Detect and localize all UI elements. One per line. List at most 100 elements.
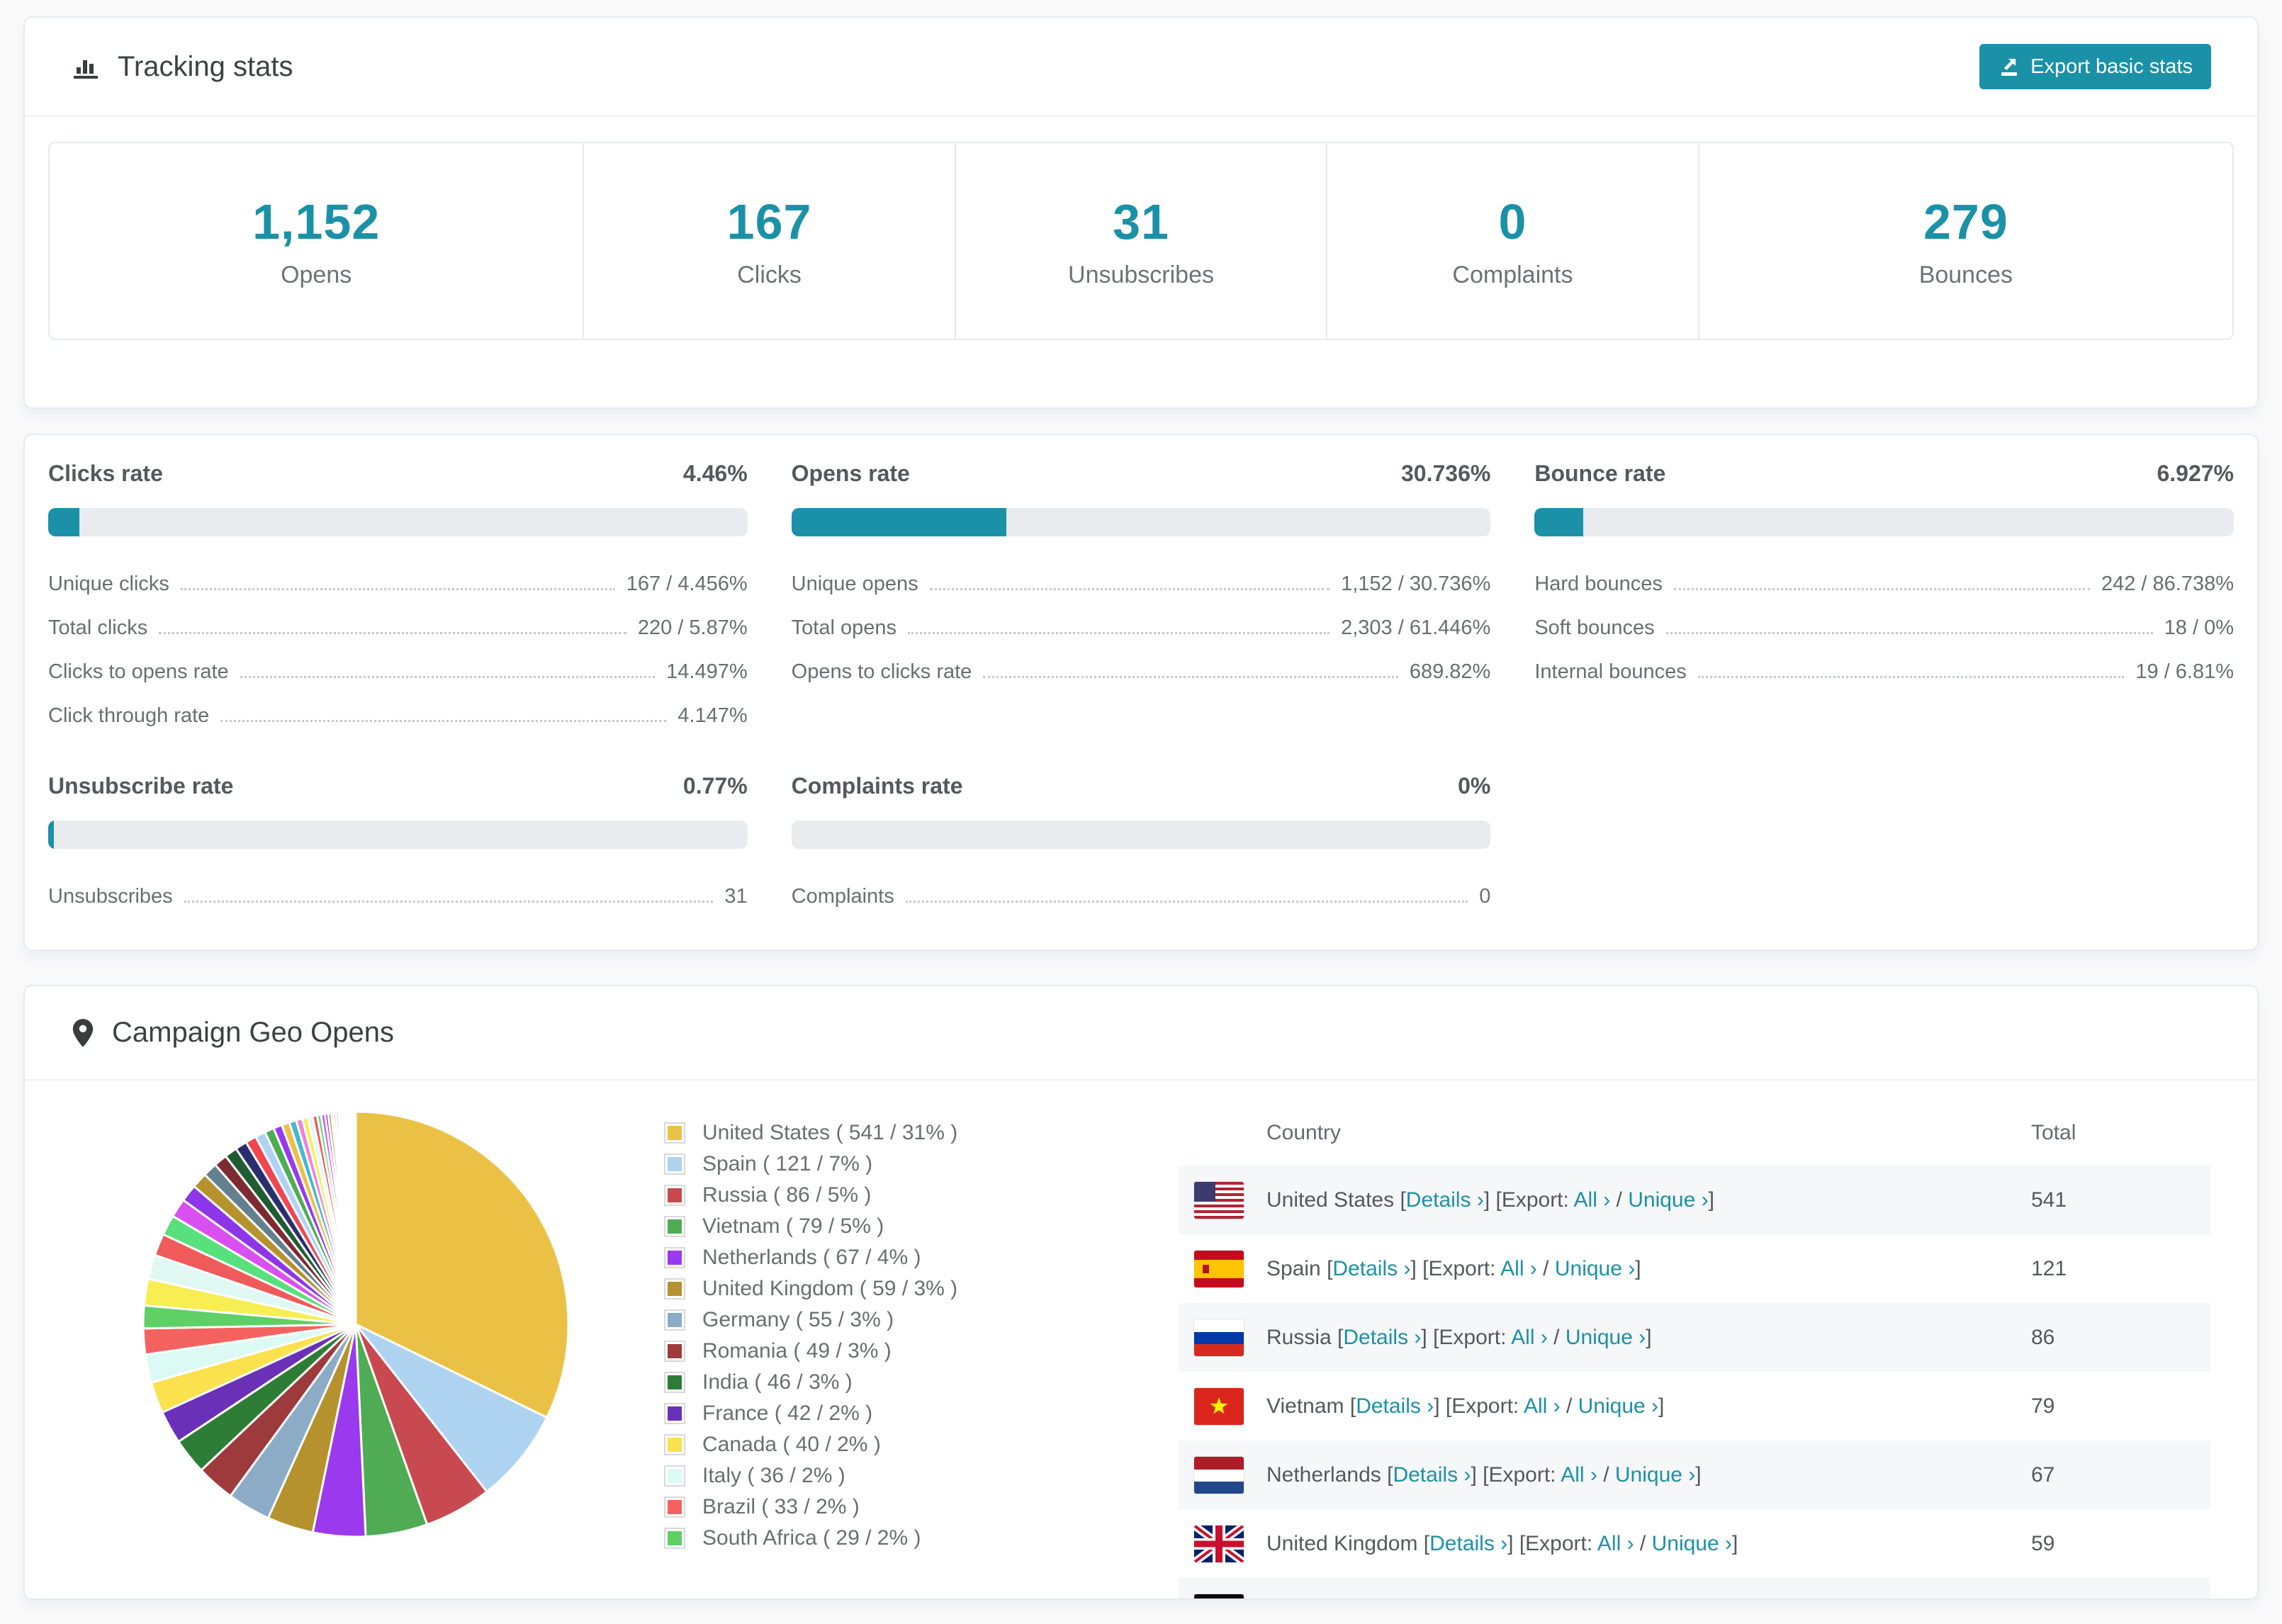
rate-detail-value: 0: [1479, 885, 1491, 908]
legend-label: Canada ( 40 / 2% ): [702, 1433, 881, 1456]
export-all-link[interactable]: All ›: [1511, 1325, 1548, 1349]
rate-title: Clicks rate: [48, 461, 163, 486]
dotted-leader: [905, 901, 1468, 903]
legend-label: Italy ( 36 / 2% ): [702, 1464, 845, 1487]
export-unique-link[interactable]: Unique ›: [1554, 1256, 1636, 1280]
export-unique-link[interactable]: Unique ›: [1651, 1531, 1732, 1555]
total-column-header: Total: [2031, 1121, 2076, 1144]
rate-detail-row: Complaints 0: [792, 869, 1491, 913]
export-unique-link[interactable]: Unique ›: [1628, 1188, 1709, 1212]
rate-detail-label: Total clicks: [48, 616, 148, 639]
legend-label: France ( 42 / 2% ): [702, 1402, 873, 1425]
tracking-stats-header: Tracking stats Export basic stats: [25, 18, 2257, 117]
legend-item-south-africa: South Africa ( 29 / 2% ): [664, 1523, 1179, 1554]
rate-title: Bounce rate: [1534, 461, 1666, 486]
details-link[interactable]: Details ›: [1429, 1531, 1508, 1555]
dotted-leader: [240, 676, 656, 678]
rate-detail-value: 18 / 0%: [2164, 616, 2234, 639]
export-all-link[interactable]: All ›: [1561, 1462, 1597, 1487]
rate-detail-label: Internal bounces: [1534, 660, 1687, 683]
geo-pie-chart[interactable]: [136, 1100, 575, 1598]
rate-progress-bar: [48, 821, 748, 849]
summary-label: Complaints: [1452, 261, 1573, 288]
pie-slice-united-states[interactable]: [354, 1110, 570, 1419]
export-all-link[interactable]: All ›: [1523, 1394, 1561, 1418]
export-unique-link[interactable]: Unique ›: [1578, 1394, 1659, 1418]
details-link[interactable]: Details ›: [1332, 1256, 1411, 1280]
legend-item-romania: Romania ( 49 / 3% ): [664, 1336, 1179, 1367]
dotted-leader: [1697, 676, 2125, 678]
legend-item-france: France ( 42 / 2% ): [664, 1398, 1179, 1429]
de-flag-icon: [1194, 1594, 1244, 1598]
geo-header: Campaign Geo Opens: [25, 986, 2257, 1081]
legend-item-india: India ( 46 / 3% ): [664, 1367, 1179, 1398]
export-unique-link[interactable]: Unique ›: [1565, 1325, 1646, 1349]
legend-swatch: [664, 1496, 685, 1518]
details-link[interactable]: Details ›: [1393, 1462, 1471, 1487]
summary-box-bounces: 279 Bounces: [1699, 143, 2232, 339]
rates-card: Clicks rate 4.46% Unique clicks 167 / 4.456…: [23, 434, 2259, 951]
legend-swatch: [664, 1185, 685, 1206]
legend-item-canada: Canada ( 40 / 2% ): [664, 1429, 1179, 1460]
page-title: Tracking stats: [118, 50, 293, 82]
country-cell: Netherlands [Details ›] [Export: All › /…: [1266, 1462, 1702, 1487]
details-link[interactable]: Details ›: [1356, 1394, 1434, 1418]
rate-detail-value: 689.82%: [1409, 660, 1491, 683]
country-cell: United Kingdom [Details ›] [Export: All …: [1266, 1531, 1738, 1555]
geo-table: Country Total United States [Details ›] …: [1179, 1100, 2210, 1598]
dotted-leader: [180, 588, 615, 590]
legend-swatch: [664, 1216, 685, 1237]
rate-value: 30.736%: [1401, 461, 1491, 486]
summary-box-complaints: 0 Complaints: [1327, 143, 1699, 339]
rate-detail-label: Unique opens: [791, 573, 918, 595]
legend-swatch: [664, 1528, 685, 1549]
pie-slice-other-58[interactable]: [354, 1110, 357, 1325]
legend-label: Netherlands ( 67 / 4% ): [702, 1246, 921, 1269]
country-cell: Russia [Details ›] [Export: All › / Uniq…: [1266, 1325, 1652, 1349]
summary-box-opens: 1,152 Opens: [50, 143, 585, 339]
pie-slice-spain[interactable]: [354, 1323, 549, 1494]
dotted-leader: [159, 632, 626, 634]
total-cell: 79: [2031, 1394, 2055, 1418]
table-row-es: Spain [Details ›] [Export: All › / Uniqu…: [1179, 1234, 2210, 1303]
rate-detail-row: Clicks to opens rate 14.497%: [48, 644, 748, 688]
export-all-link[interactable]: All ›: [1597, 1531, 1634, 1555]
rate-detail-value: 220 / 5.87%: [637, 616, 748, 639]
details-link[interactable]: Details ›: [1405, 1188, 1484, 1212]
export-all-link[interactable]: All ›: [1500, 1256, 1537, 1280]
dotted-leader: [929, 588, 1330, 590]
legend-item-united-states: United States ( 541 / 31% ): [664, 1117, 1179, 1149]
export-unique-link[interactable]: Unique ›: [1614, 1462, 1696, 1487]
legend-swatch: [664, 1465, 685, 1487]
legend-swatch: [664, 1122, 685, 1144]
export-all-link[interactable]: All ›: [1573, 1188, 1611, 1212]
rate-detail-value: 242 / 86.738%: [2101, 573, 2234, 595]
legend-swatch: [664, 1403, 685, 1424]
es-flag-icon: [1194, 1250, 1244, 1287]
rates-grid: Clicks rate 4.46% Unique clicks 167 / 4.456…: [48, 461, 2234, 913]
rate-detail-label: Soft bounces: [1534, 616, 1655, 639]
legend-label: Vietnam ( 79 / 5% ): [702, 1214, 884, 1238]
legend-swatch: [664, 1372, 685, 1393]
legend-item-united-kingdom: United Kingdom ( 59 / 3% ): [664, 1273, 1179, 1304]
geo-content: United States ( 541 / 31% ) Spain ( 121 /…: [25, 1081, 2257, 1598]
rate-value: 0%: [1458, 773, 1491, 799]
rate-title: Opens rate: [791, 461, 910, 486]
rate-detail-label: Opens to clicks rate: [791, 660, 972, 683]
rate-detail-value: 14.497%: [666, 660, 748, 683]
summary-boxes: 1,152 Opens 167 Clicks 31 Unsubscribes 0 Compla…: [48, 142, 2234, 340]
legend-item-germany: Germany ( 55 / 3% ): [664, 1304, 1179, 1336]
rate-detail-label: Complaints: [791, 885, 894, 908]
rate-progress-fill: [1534, 508, 1583, 536]
bar-chart-icon: [74, 60, 98, 79]
export-basic-stats-button[interactable]: Export basic stats: [1979, 44, 2211, 89]
details-link[interactable]: Details ›: [1343, 1325, 1422, 1349]
summary-box-clicks: 167 Clicks: [584, 143, 956, 339]
rate-detail-value: 19 / 6.81%: [2135, 660, 2234, 683]
country-column-header: Country: [1266, 1121, 1342, 1144]
legend-label: United Kingdom ( 59 / 3% ): [702, 1277, 958, 1300]
geo-table-body: United States [Details ›] [Export: All ›…: [1179, 1166, 2210, 1598]
rate-value: 6.927%: [2157, 461, 2234, 486]
legend-label: Germany ( 55 / 3% ): [702, 1308, 894, 1331]
campaign-geo-opens-card: Campaign Geo Opens United States ( 541 /…: [23, 985, 2259, 1600]
